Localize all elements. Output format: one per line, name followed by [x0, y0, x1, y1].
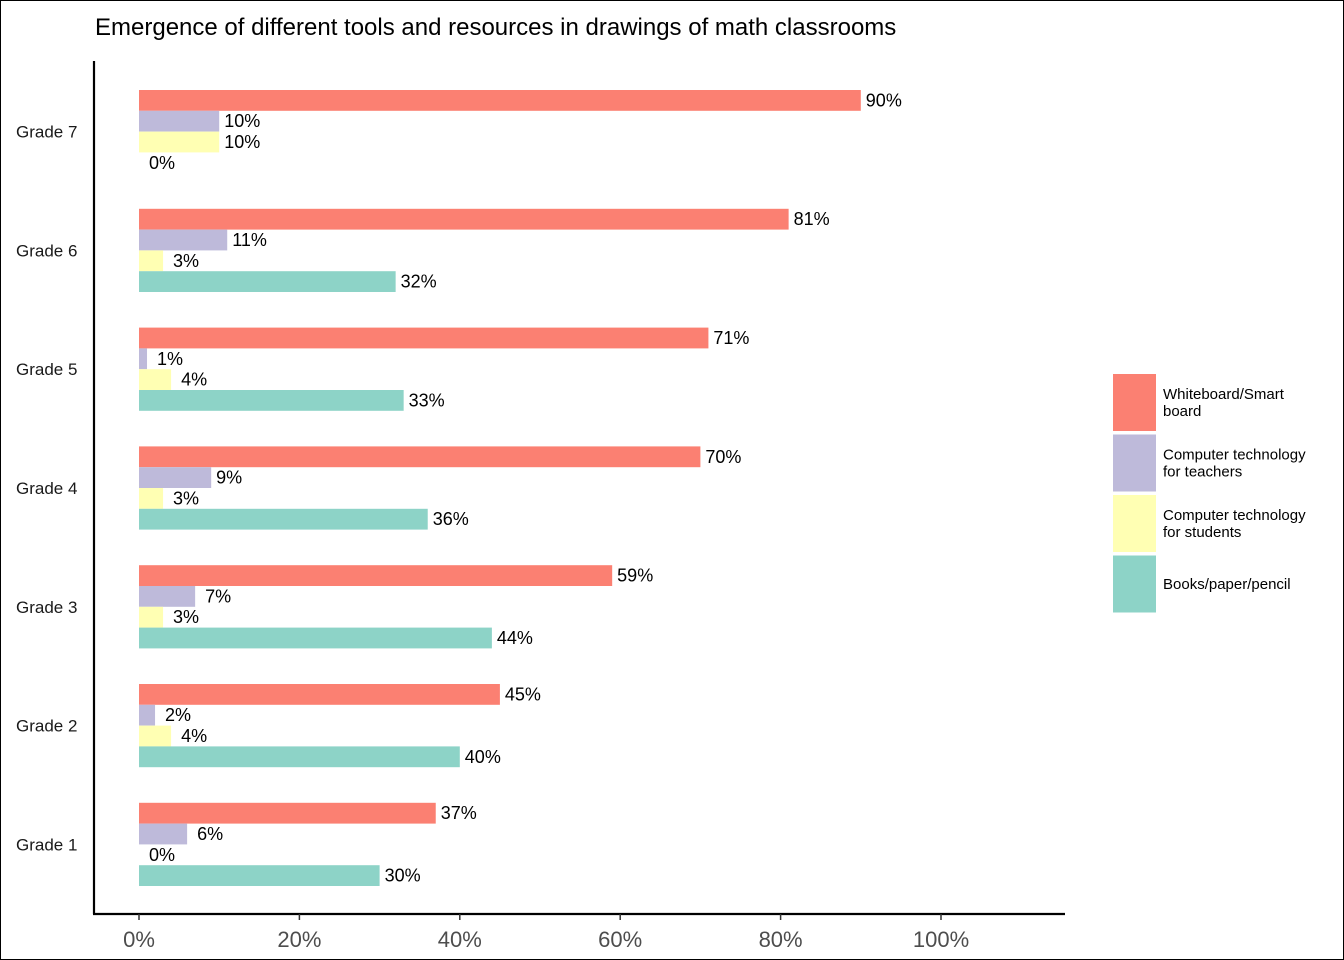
data-label: 4%	[181, 370, 207, 390]
legend-label: Whiteboard/Smart	[1163, 386, 1285, 403]
legend-label: for teachers	[1163, 464, 1242, 481]
bars-layer	[139, 90, 861, 886]
data-label: 10%	[224, 132, 260, 152]
data-label: 37%	[441, 803, 477, 823]
x-ticks-layer: 0% 20% 40% 60% 80% 100%	[123, 914, 969, 952]
x-tick-label: 40%	[438, 927, 482, 952]
bar	[139, 390, 404, 411]
data-label: 6%	[197, 824, 223, 844]
bar	[139, 327, 709, 349]
bar	[139, 131, 220, 153]
y-tick-label: Grade 7	[16, 123, 77, 142]
data-label: 0%	[149, 153, 175, 173]
bar	[139, 865, 380, 886]
legend-label: Books/paper/pencil	[1163, 576, 1291, 593]
y-tick-label: Grade 5	[16, 360, 77, 379]
axes-layer	[92, 61, 1065, 916]
bar	[139, 110, 220, 132]
legend-label: Computer technology	[1163, 507, 1306, 524]
bar	[139, 704, 156, 726]
bar	[139, 823, 188, 845]
data-label: 36%	[433, 509, 469, 529]
data-label: 81%	[794, 209, 830, 229]
bar	[139, 208, 789, 230]
data-label: 4%	[181, 726, 207, 746]
data-label: 3%	[173, 251, 199, 271]
data-label: 33%	[409, 390, 445, 410]
bar	[139, 508, 428, 530]
y-tick-label: Grade 1	[16, 835, 77, 854]
bar	[139, 725, 172, 747]
x-tick-label: 60%	[598, 927, 642, 952]
y-tick-label: Grade 2	[16, 717, 77, 736]
legend-label: Computer technology	[1163, 447, 1306, 464]
x-tick-label: 20%	[277, 927, 321, 952]
data-label: 7%	[205, 586, 231, 606]
bar	[139, 90, 861, 111]
bar	[139, 606, 164, 628]
legend-label: board	[1163, 403, 1201, 420]
bar	[139, 746, 460, 768]
bar	[139, 802, 436, 824]
bar	[139, 446, 701, 468]
category-labels-layer: Grade 7 Grade 6 Grade 5 Grade 4 Grade 3 Grade…	[16, 123, 77, 855]
data-label: 3%	[173, 488, 199, 508]
bar	[139, 565, 613, 586]
chart-title: Emergence of different tools and resourc…	[95, 14, 896, 41]
data-label: 10%	[224, 111, 260, 131]
data-label: 44%	[497, 628, 533, 648]
data-label: 2%	[165, 705, 191, 725]
y-tick-label: Grade 6	[16, 241, 77, 260]
data-label: 45%	[505, 684, 541, 704]
x-tick-label: 0%	[123, 927, 155, 952]
y-tick-label: Grade 3	[16, 598, 77, 617]
data-label: 70%	[705, 447, 741, 467]
data-label: 71%	[713, 328, 749, 348]
bar	[139, 250, 164, 272]
data-label: 40%	[465, 747, 501, 767]
bar	[139, 627, 492, 649]
legend-label: for students	[1163, 524, 1241, 541]
data-label: 0%	[149, 845, 175, 865]
y-tick-label: Grade 4	[16, 479, 77, 498]
legend-key	[1113, 374, 1156, 431]
data-label: 1%	[157, 349, 183, 369]
data-label: 9%	[216, 468, 242, 488]
bar	[139, 586, 196, 607]
bar	[139, 229, 228, 251]
bar	[139, 348, 148, 370]
data-label: 11%	[232, 230, 267, 250]
x-tick-label: 80%	[759, 927, 803, 952]
bar	[139, 488, 164, 509]
data-label: 90%	[866, 90, 902, 110]
legend-key	[1113, 555, 1156, 613]
bar	[139, 271, 396, 292]
value-labels-layer: 90%10%10%0%81%11%3%32%71%1%4%33%70%9%3%3…	[149, 90, 902, 885]
bar	[139, 467, 212, 488]
data-label: 30%	[385, 866, 421, 886]
bar	[139, 684, 500, 705]
data-label: 3%	[173, 607, 199, 627]
legend-key	[1113, 434, 1156, 492]
data-label: 32%	[401, 272, 437, 292]
x-tick-label: 100%	[913, 927, 969, 952]
data-label: 59%	[617, 566, 653, 586]
bar	[139, 369, 172, 390]
legend-key	[1113, 495, 1156, 552]
